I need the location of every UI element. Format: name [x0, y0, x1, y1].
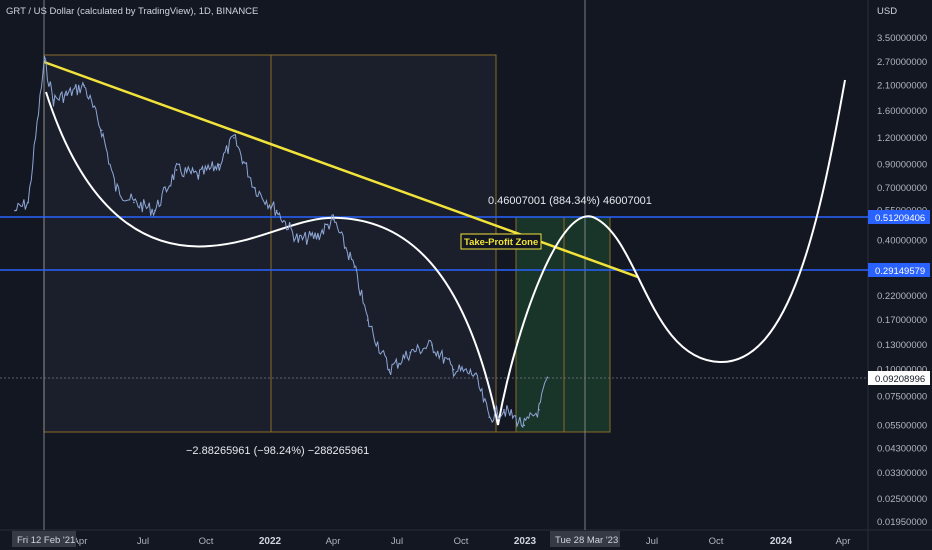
- drawings: [0, 0, 868, 530]
- price-point: [133, 201, 135, 204]
- y-tick-label: 0.22000000: [877, 291, 927, 302]
- price-point: [27, 201, 30, 204]
- x-tick-label: Jul: [137, 536, 149, 547]
- crosshair-date-left-bg: [12, 531, 76, 547]
- crosshair-date-right-bg: [550, 531, 620, 547]
- price-point: [114, 187, 117, 189]
- price-point: [100, 129, 103, 132]
- y-tick-label: 1.20000000: [877, 133, 927, 144]
- y-tick-label: 0.13000000: [877, 340, 927, 351]
- y-tick-label: 2.10000000: [877, 81, 927, 92]
- crosshair-date-left-text: Fri 12 Feb '21: [17, 535, 75, 546]
- price-point: [366, 319, 369, 321]
- price-point: [254, 187, 256, 189]
- price-point: [197, 174, 200, 177]
- crosshair-date-left: Fri 12 Feb '21: [12, 531, 76, 547]
- y-tick-label: 3.50000000: [877, 33, 927, 44]
- price-point: [452, 368, 455, 371]
- price-point: [43, 59, 46, 62]
- currency-label: USD: [877, 6, 897, 17]
- price-tag-resistance: 0.51209406: [868, 210, 930, 224]
- profit-zone-box[interactable]: [515, 216, 611, 433]
- y-tick-label: 0.05500000: [877, 420, 927, 431]
- price-tag-last-text: 0.09208996: [875, 374, 925, 385]
- x-axis: Apr Jul Oct 2022 Apr Jul Oct 2023 Jul Oct 2024 Apr: [73, 536, 851, 547]
- price-point: [275, 209, 278, 212]
- price-point: [65, 94, 67, 96]
- x-tick-label: Oct: [709, 536, 724, 547]
- price-tag-resistance-text: 0.51209406: [875, 213, 925, 224]
- projection-curve[interactable]: [45, 79, 846, 426]
- y-tick-label: 0.04300000: [877, 443, 927, 454]
- price-tag-last-bg: [868, 371, 930, 385]
- price-point: [353, 266, 356, 268]
- price-point: [52, 99, 55, 101]
- price-series: [14, 55, 549, 429]
- price-line: [14, 55, 548, 429]
- price-point: [546, 376, 549, 379]
- take-profit-box: [460, 233, 542, 250]
- take-profit-annotation[interactable]: Take-Profit Zone: [460, 233, 542, 250]
- x-tick-label: Oct: [199, 536, 214, 547]
- price-point: [409, 351, 412, 354]
- measure-down-label: −2.88265961 (−98.24%) −288265961: [186, 445, 369, 457]
- price-point: [233, 137, 235, 139]
- y-tick-label: 0.02500000: [877, 494, 927, 505]
- price-point: [83, 84, 86, 87]
- price-tag-support-text: 0.29149579: [875, 266, 925, 277]
- y-tick-label: 0.10000000: [877, 365, 927, 376]
- measure-up-label: 0.46007001 (884.34%) 46007001: [488, 195, 652, 207]
- price-tag-resistance-bg: [868, 210, 930, 224]
- price-tag-support: 0.29149579: [868, 263, 930, 277]
- y-tick-label: 0.40000000: [877, 235, 927, 246]
- price-point: [175, 169, 178, 171]
- price-point: [488, 416, 491, 418]
- x-tick-label: Apr: [836, 536, 851, 547]
- x-tick-label: Oct: [454, 536, 469, 547]
- y-tick-label: 2.70000000: [877, 57, 927, 68]
- price-point: [14, 209, 16, 212]
- crosshair-date-right: Tue 28 Mar '23: [550, 531, 620, 547]
- price-point: [388, 368, 391, 371]
- x-tick-label: Jul: [646, 536, 658, 547]
- price-point: [154, 209, 156, 212]
- y-tick-label: 0.90000000: [877, 160, 927, 171]
- price-point: [523, 424, 526, 427]
- y-tick-label: 0.03300000: [877, 468, 927, 479]
- take-profit-label: Take-Profit Zone: [464, 237, 538, 248]
- x-tick-label: Jul: [391, 536, 403, 547]
- x-tick-label: 2024: [770, 536, 793, 547]
- y-tick-label: 0.07500000: [877, 391, 927, 402]
- y-tick-label: 1.60000000: [877, 106, 927, 117]
- price-tag-support-bg: [868, 263, 930, 277]
- price-tag-last: 0.09208996: [868, 371, 930, 385]
- price-range-box[interactable]: [43, 54, 497, 433]
- price-point: [317, 234, 319, 237]
- x-tick-label: 2022: [259, 536, 282, 547]
- price-point: [332, 218, 335, 221]
- y-tick-label: 0.70000000: [877, 183, 927, 194]
- price-point: [218, 163, 221, 166]
- price-point: [503, 408, 505, 411]
- x-tick-label: Apr: [73, 536, 88, 547]
- x-tick-label: 2023: [514, 536, 537, 547]
- x-tick-label: Apr: [326, 536, 341, 547]
- y-tick-label: 0.01950000: [877, 517, 927, 528]
- crosshair-date-right-text: Tue 28 Mar '23: [555, 535, 618, 546]
- price-point: [538, 408, 540, 411]
- price-point: [431, 344, 433, 346]
- price-point: [473, 373, 476, 376]
- chart-title: GRT / US Dollar (calculated by TradingVi…: [6, 6, 258, 17]
- price-point: [297, 239, 300, 242]
- y-tick-label: 0.17000000: [877, 315, 927, 326]
